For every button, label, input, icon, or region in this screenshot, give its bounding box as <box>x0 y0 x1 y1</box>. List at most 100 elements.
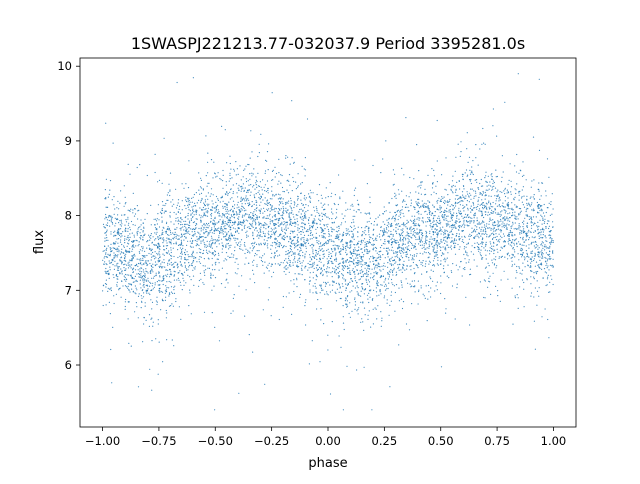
data-point <box>233 207 235 209</box>
data-point <box>500 246 502 248</box>
data-point <box>487 189 489 191</box>
data-point <box>323 269 325 271</box>
data-point <box>330 252 332 255</box>
data-point <box>217 258 219 260</box>
data-point <box>245 180 248 183</box>
data-point <box>534 236 536 238</box>
data-point <box>388 249 390 251</box>
data-point <box>474 213 476 215</box>
data-point <box>323 250 325 252</box>
data-point <box>477 164 479 166</box>
data-point <box>437 259 439 261</box>
data-point <box>177 223 180 225</box>
data-point <box>459 220 461 223</box>
data-point <box>357 287 359 289</box>
data-point <box>437 209 439 211</box>
data-point <box>225 244 227 246</box>
data-point <box>403 174 405 176</box>
data-point <box>530 204 533 206</box>
data-point <box>384 223 386 225</box>
data-point <box>257 185 259 187</box>
data-point <box>240 200 242 202</box>
data-point <box>228 245 230 247</box>
data-point <box>454 318 456 320</box>
data-point <box>345 261 347 263</box>
data-point <box>334 272 336 274</box>
data-point <box>234 239 236 241</box>
data-point <box>530 295 532 297</box>
data-point <box>166 242 168 244</box>
data-point <box>217 209 219 211</box>
data-point <box>432 260 435 262</box>
data-point <box>325 281 327 284</box>
data-point <box>303 234 306 236</box>
data-point <box>151 317 153 319</box>
data-point <box>367 314 369 316</box>
data-point <box>148 248 151 250</box>
data-point <box>440 221 442 223</box>
data-point <box>232 184 234 186</box>
data-point <box>464 198 466 200</box>
data-point <box>327 281 329 283</box>
data-point <box>266 224 268 226</box>
data-point <box>423 245 425 247</box>
data-point <box>404 251 406 253</box>
data-point <box>440 211 443 213</box>
data-point <box>502 225 505 227</box>
data-point <box>176 234 178 236</box>
data-point <box>222 233 224 235</box>
data-point <box>446 211 448 213</box>
data-point <box>265 159 267 161</box>
data-point <box>539 232 541 234</box>
data-point <box>216 222 218 224</box>
data-point <box>222 207 224 209</box>
data-point <box>281 227 283 229</box>
data-point <box>254 255 256 257</box>
data-point <box>234 222 236 224</box>
data-point <box>225 193 227 196</box>
data-point <box>542 257 544 259</box>
data-point <box>338 230 340 232</box>
data-point <box>509 229 511 232</box>
data-point <box>139 226 141 228</box>
data-point <box>386 247 388 249</box>
data-point <box>124 196 126 198</box>
data-point <box>496 235 498 238</box>
data-point <box>281 236 283 238</box>
data-point <box>539 263 541 265</box>
data-point <box>256 265 258 268</box>
data-point <box>547 258 549 260</box>
data-point <box>144 250 146 252</box>
data-point <box>315 232 317 234</box>
data-point <box>548 247 550 249</box>
data-point <box>318 184 321 186</box>
data-point <box>237 268 239 270</box>
data-point <box>356 250 358 252</box>
data-point <box>490 204 492 206</box>
data-point <box>359 270 361 272</box>
data-point <box>512 214 514 216</box>
data-point <box>407 241 409 243</box>
data-point <box>444 246 446 248</box>
data-point <box>289 163 291 165</box>
data-point <box>309 201 311 203</box>
data-point <box>187 232 189 234</box>
data-point <box>196 202 198 204</box>
data-point <box>362 231 364 233</box>
data-point <box>358 261 360 263</box>
data-point <box>366 183 368 185</box>
data-point <box>491 238 494 240</box>
data-point <box>142 257 144 259</box>
data-point <box>266 151 269 153</box>
data-point <box>132 244 135 246</box>
data-point <box>488 280 490 282</box>
data-point <box>118 233 120 235</box>
data-point <box>491 209 493 211</box>
data-point <box>157 258 160 260</box>
data-point <box>116 263 118 265</box>
data-point <box>490 174 492 176</box>
data-point <box>222 213 224 215</box>
data-point <box>387 247 389 249</box>
data-point <box>324 203 326 205</box>
data-point <box>175 213 177 215</box>
